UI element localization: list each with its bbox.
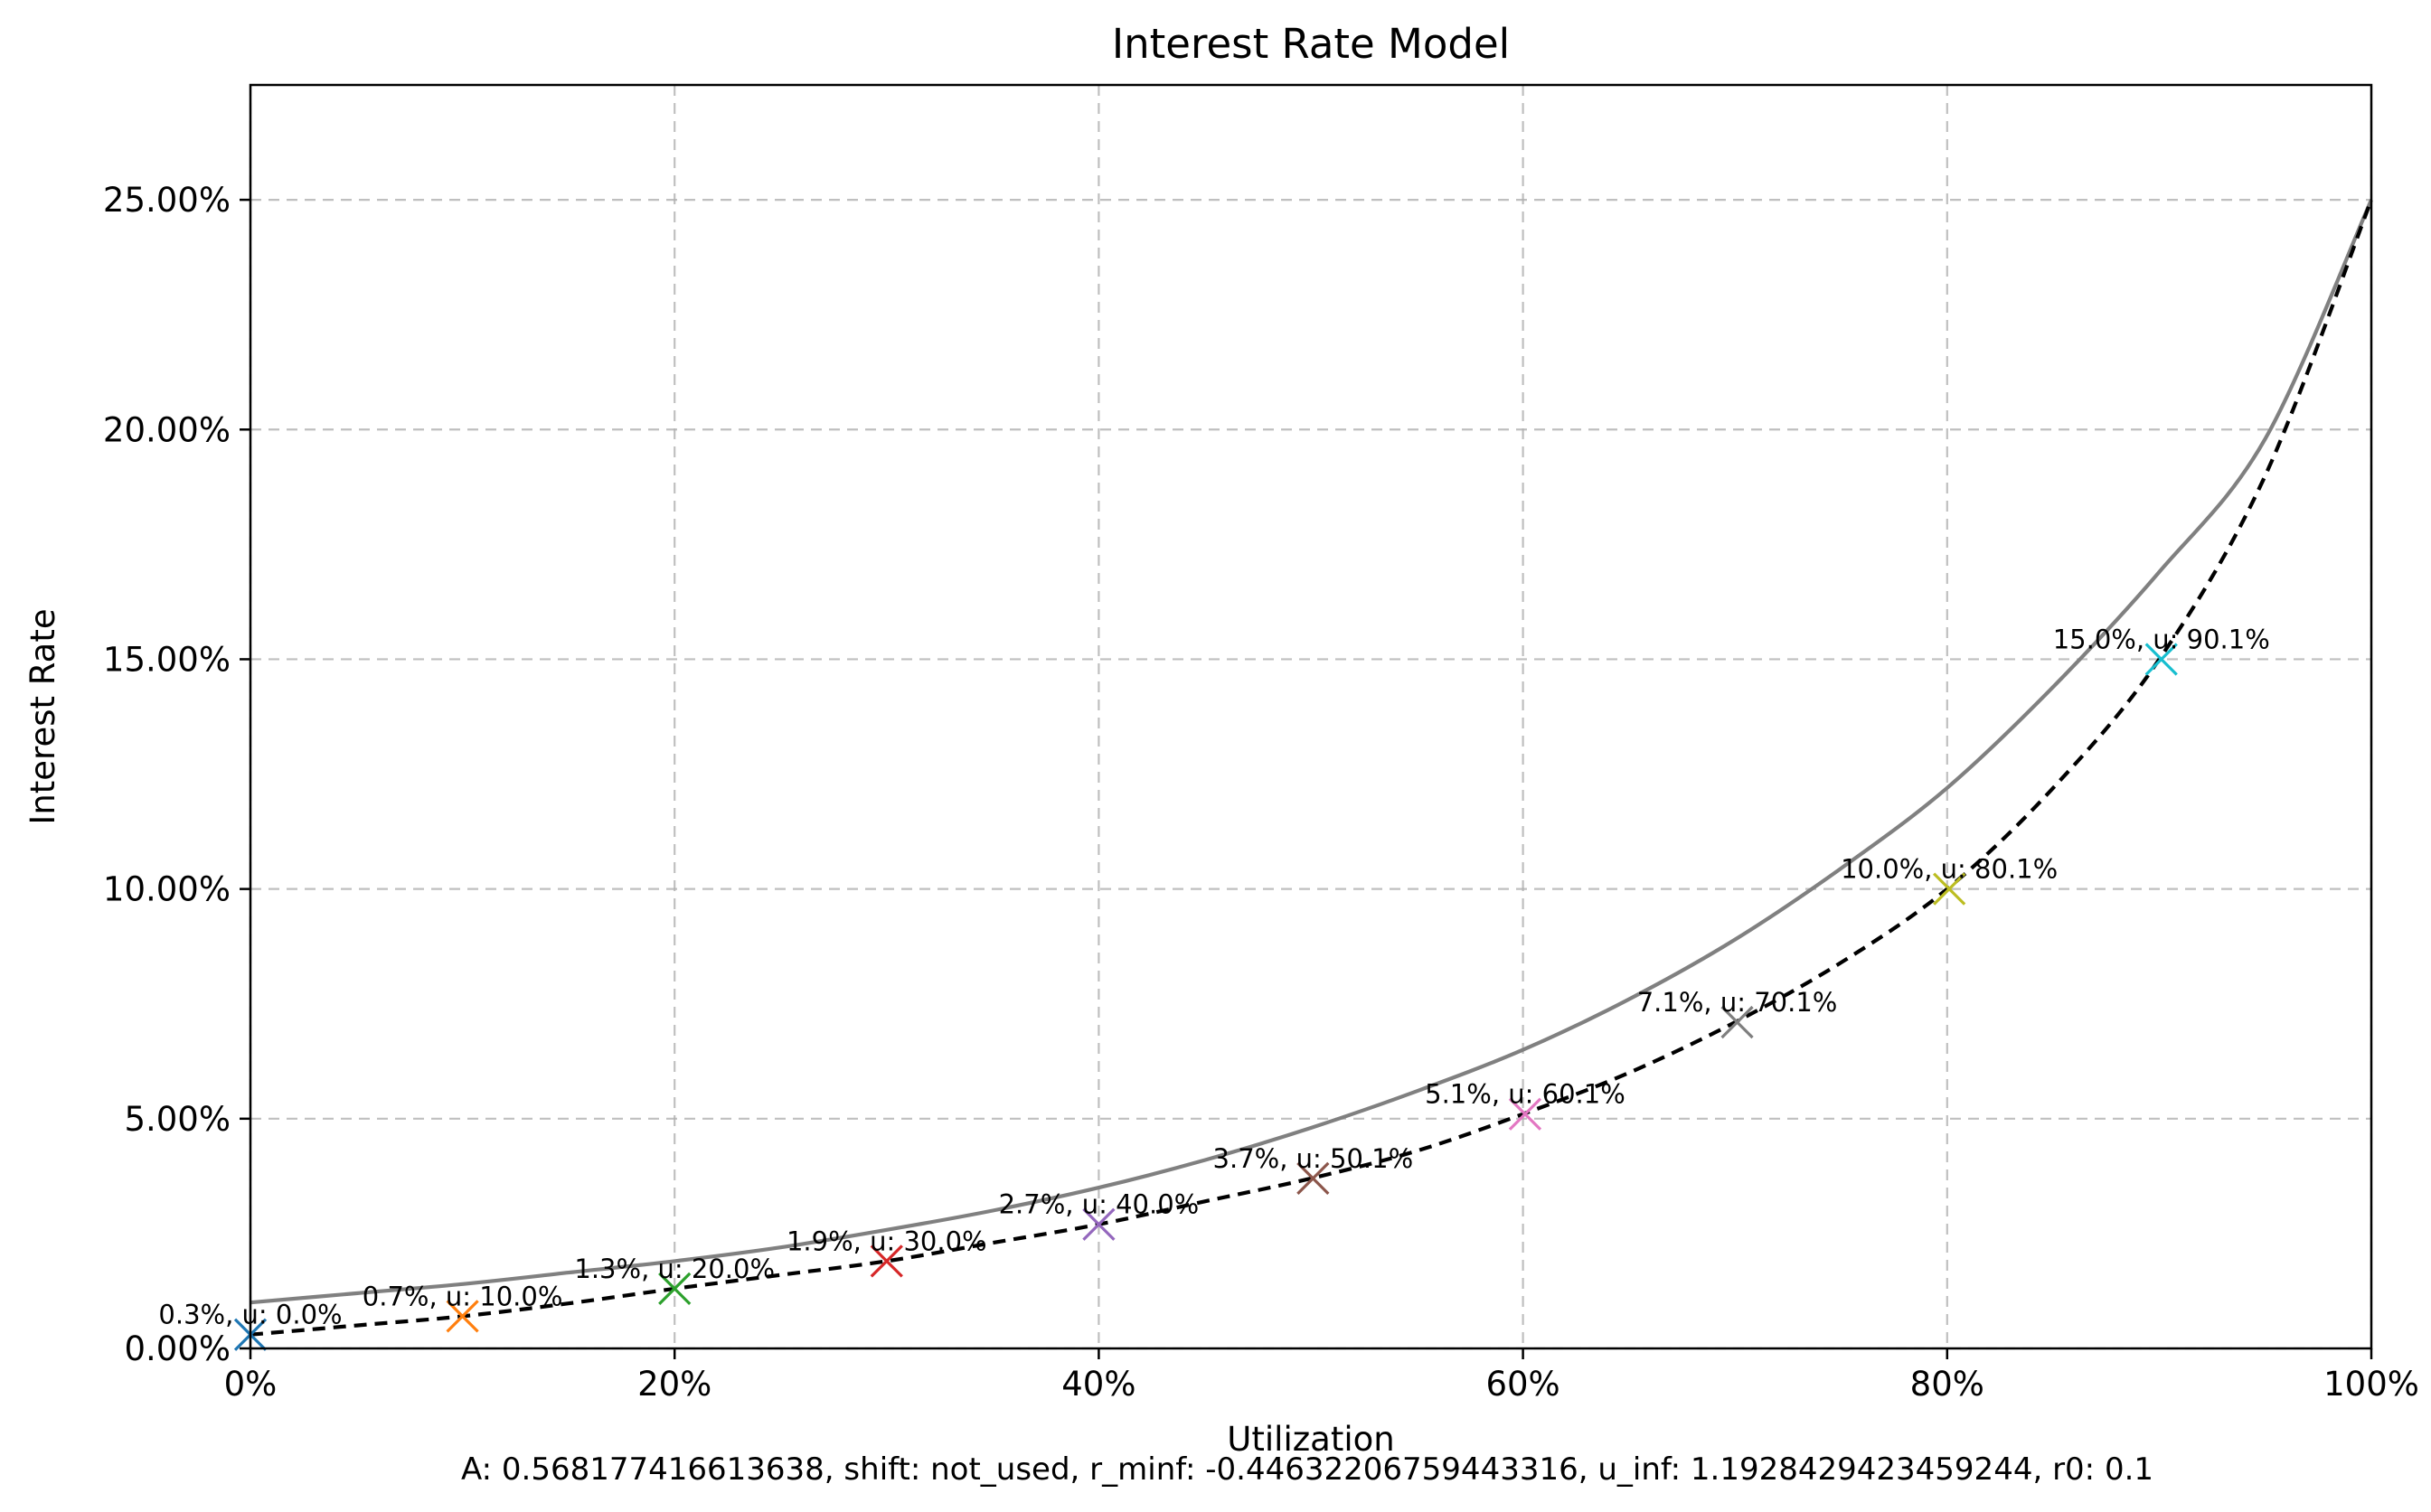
tick-layer: 0% 20% 40% 60% 80% 100% 0.00% 5.00% 10.00% 15.00%…: [103, 181, 2419, 1404]
data-point-label: 0.7%, u: 10.0%: [363, 1281, 563, 1311]
y-tick-label: 0.00%: [124, 1329, 231, 1368]
data-point-label: 5.1%, u: 60.1%: [1425, 1079, 1625, 1110]
dashed-rate-curve: [250, 199, 2373, 1337]
series-layer: [250, 199, 2373, 1337]
x-tick-label: 100%: [2323, 1365, 2419, 1404]
chart-title: Interest Rate Model: [1112, 20, 1510, 68]
solid-rate-curve: [250, 199, 2373, 1305]
data-point-label: 3.7%, u: 50.1%: [1213, 1143, 1414, 1174]
y-tick-label: 5.00%: [124, 1100, 231, 1139]
y-axis-label: Interest Rate: [24, 608, 62, 824]
x-axis-label: Utilization: [1227, 1420, 1394, 1459]
data-point-marker: [1082, 1207, 1116, 1241]
data-point-label: 2.7%, u: 40.0%: [999, 1189, 1200, 1220]
x-tick-label: 80%: [1910, 1365, 1984, 1404]
data-point-marker: [1296, 1161, 1330, 1196]
data-point-label: 10.0%, u: 80.1%: [1841, 854, 2058, 885]
y-tick-label: 20.00%: [103, 410, 231, 449]
data-point-marker: [1508, 1097, 1542, 1131]
data-point-marker: [1933, 872, 1966, 906]
data-point-marker: [2144, 643, 2178, 676]
data-point-label: 1.9%, u: 30.0%: [787, 1226, 987, 1256]
data-point-label: 7.1%, u: 70.1%: [1637, 987, 1838, 1018]
y-tick-label: 15.00%: [103, 640, 231, 679]
x-tick-label: 60%: [1485, 1365, 1559, 1404]
data-point-marker: [446, 1300, 479, 1333]
y-tick-label: 10.00%: [103, 870, 231, 909]
x-tick-label: 20%: [637, 1365, 711, 1404]
x-tick-label: 0%: [224, 1365, 278, 1404]
data-point-label: 1.3%, u: 20.0%: [574, 1254, 775, 1284]
data-point-marker: [870, 1244, 903, 1278]
parameter-footnote: A: 0.568177416613638, shift: not_used, r…: [461, 1451, 2153, 1488]
data-point-label: 15.0%, u: 90.1%: [2053, 624, 2270, 654]
plot-frame: [249, 83, 2373, 1350]
data-point-marker: [1720, 1005, 1754, 1039]
y-tick-label: 25.00%: [103, 181, 231, 220]
x-tick-label: 40%: [1061, 1365, 1135, 1404]
data-point-marker: [658, 1272, 692, 1306]
